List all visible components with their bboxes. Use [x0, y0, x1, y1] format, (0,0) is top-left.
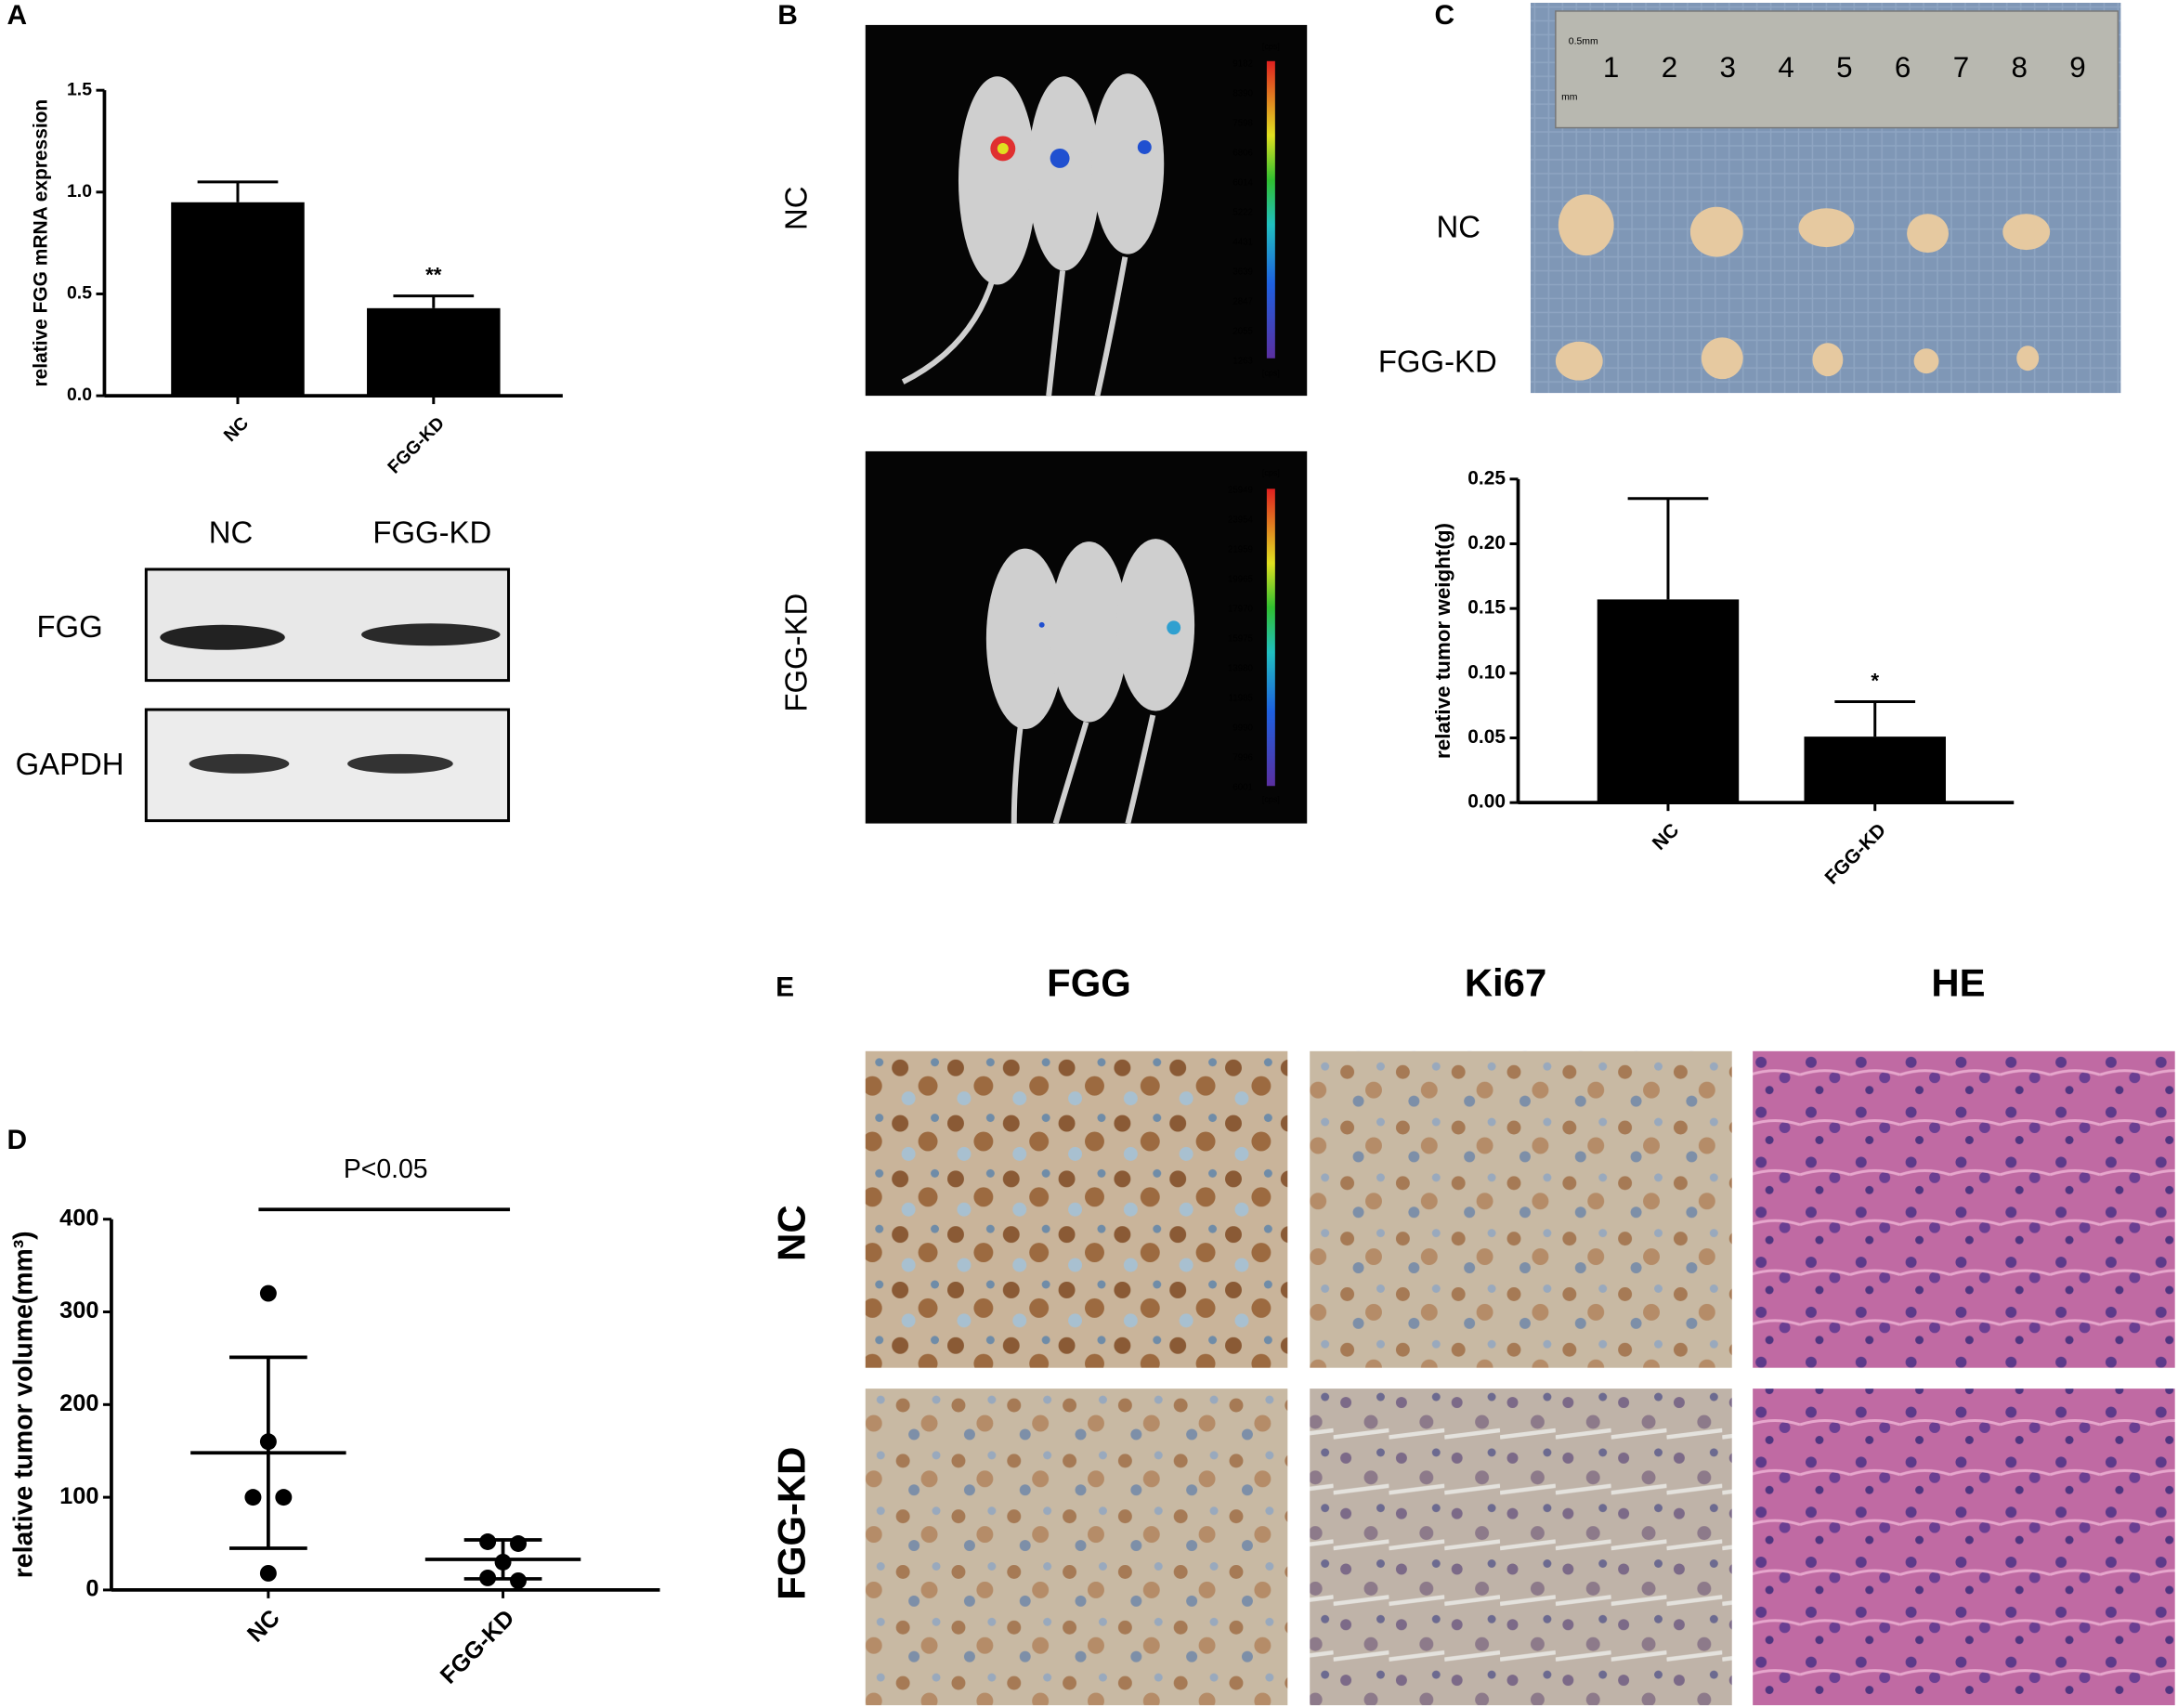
y-tick-label: 0.05: [1467, 726, 1506, 748]
bioluminescence-images: [865, 24, 1308, 825]
colorbar-label: 5222: [1232, 207, 1253, 217]
imaging-row-label: NC: [779, 187, 814, 230]
ruler-number: 3: [1720, 51, 1736, 84]
colorbar-label: 13980: [1228, 663, 1254, 673]
y-tick-label: 300: [59, 1297, 98, 1323]
ruler-number: 9: [2069, 51, 2085, 84]
ruler-number: 2: [1662, 51, 1677, 84]
colorbar-label: 9990: [1232, 723, 1253, 733]
data-point: [510, 1535, 527, 1552]
colorbar-label: 25949: [1228, 485, 1253, 495]
y-tick-label: 1.5: [67, 79, 92, 99]
photo-row-label: NC: [1436, 209, 1480, 243]
data-point: [259, 1284, 277, 1302]
ruler-number: 1: [1603, 51, 1619, 84]
colorbar-label: 1263: [1232, 356, 1253, 366]
colorbar-label: 9182: [1232, 59, 1253, 69]
colorbar-unit: [cps]: [1262, 468, 1280, 477]
y-tick-label: 0.25: [1467, 467, 1506, 489]
y-tick-label: 0: [85, 1576, 98, 1602]
colorbar-label: 6014: [1232, 177, 1253, 188]
ruler-number: 6: [1895, 51, 1911, 84]
western-blot: [144, 567, 511, 823]
y-tick-label: 200: [59, 1390, 98, 1416]
blot-row-label: FGG: [36, 609, 102, 644]
y-tick-label: 1.0: [67, 181, 92, 202]
comparison-label: P<0.05: [344, 1154, 428, 1184]
stain-column-label: HE: [1931, 961, 1985, 1005]
ruler-number: 4: [1778, 51, 1793, 84]
y-tick-label: 0.10: [1467, 661, 1506, 683]
y-tick-label: 400: [59, 1205, 98, 1231]
x-tick-label: FGG-KD: [436, 1605, 520, 1689]
y-axis-label: relative tumor weight(g): [1431, 523, 1454, 759]
colorbar-label: 4431: [1232, 237, 1253, 247]
stain-row-label: NC: [770, 1205, 814, 1260]
colorbar-unit: [cps]: [1262, 369, 1280, 378]
colorbar-label: 7598: [1232, 118, 1253, 128]
bar: [171, 202, 305, 397]
colorbar-label: 3639: [1232, 267, 1253, 277]
x-tick-label: NC: [220, 413, 253, 446]
bar: [1804, 737, 1946, 803]
histology-images: [865, 1050, 2175, 1706]
y-axis-label: relative FGG mRNA expression: [31, 99, 52, 387]
stain-column-label: Ki67: [1465, 961, 1546, 1005]
y-axis-label: relative tumor volume(mm³): [9, 1231, 39, 1578]
colorbar-unit: [cps]: [1262, 795, 1280, 804]
x-tick-label: NC: [1649, 819, 1684, 854]
colorbar-label: 11985: [1229, 693, 1253, 703]
colorbar-label: 19965: [1228, 574, 1253, 584]
data-point: [259, 1564, 277, 1582]
x-tick-label: FGG-KD: [384, 413, 449, 478]
bar: [1597, 599, 1740, 803]
y-tick-label: 0.15: [1467, 597, 1506, 619]
ruler-unit: mm: [1561, 92, 1578, 102]
colorbar-label: 23954: [1228, 515, 1254, 525]
blot-row-label: GAPDH: [16, 747, 124, 781]
colorbar-label: 17970: [1228, 604, 1254, 614]
y-tick-label: 0.5: [67, 283, 92, 304]
colorbar-label: 2055: [1232, 326, 1253, 336]
colorbar-label: 8390: [1232, 88, 1253, 98]
colorbar-label: 6001: [1232, 782, 1253, 792]
tumor-photo: [1530, 2, 2121, 394]
panel-label: C: [1434, 0, 1454, 31]
colorbar-label: 21959: [1228, 544, 1253, 554]
panel-label: B: [777, 0, 798, 31]
ruler-number: 8: [2012, 51, 2028, 84]
x-tick-label: NC: [242, 1605, 285, 1648]
ruler-unit: 0.5mm: [1569, 37, 1598, 47]
imaging-row-label: FGG-KD: [779, 593, 814, 712]
x-tick-label: FGG-KD: [1821, 819, 1891, 889]
y-tick-label: 0.20: [1467, 532, 1506, 554]
stain-column-label: FGG: [1047, 961, 1131, 1005]
data-point: [479, 1533, 497, 1550]
significance: *: [1871, 669, 1879, 692]
colorbar-unit: [cps]: [1262, 42, 1280, 51]
colorbar-label: 15975: [1228, 633, 1253, 644]
panel-label: D: [7, 1125, 27, 1155]
blot-column-label: NC: [209, 515, 253, 549]
ruler-number: 5: [1836, 51, 1852, 84]
colorbar-label: 7996: [1232, 752, 1253, 763]
y-tick-label: 0.00: [1467, 791, 1506, 813]
significance: **: [425, 264, 442, 287]
y-tick-label: 0.0: [67, 385, 92, 405]
colorbar-label: 2847: [1232, 296, 1253, 306]
data-point: [244, 1489, 262, 1506]
data-point: [510, 1571, 527, 1589]
data-point: [275, 1489, 293, 1506]
bar: [367, 307, 501, 397]
blot-column-label: FGG-KD: [372, 515, 491, 549]
colorbar-label: 6806: [1232, 148, 1253, 158]
panel-label: E: [776, 971, 794, 1002]
y-tick-label: 100: [59, 1483, 98, 1509]
stain-row-label: FGG-KD: [770, 1447, 814, 1600]
panel-label: A: [7, 0, 27, 31]
ruler-number: 7: [1953, 51, 1969, 84]
photo-row-label: FGG-KD: [1378, 344, 1497, 378]
